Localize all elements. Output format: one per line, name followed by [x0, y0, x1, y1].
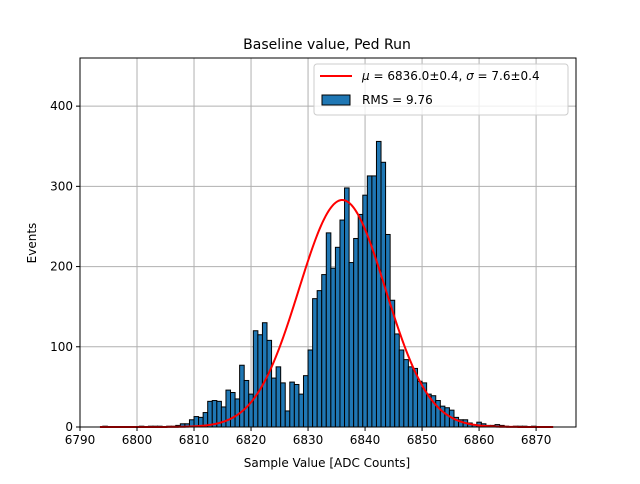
y-tick-label: 400 [50, 99, 73, 113]
histogram-bar [243, 379, 250, 428]
x-tick-label: 6810 [179, 433, 210, 447]
histogram-bar [375, 140, 382, 428]
histogram-bar [403, 359, 409, 428]
x-tick-label: 6850 [407, 433, 438, 447]
histogram-bar [334, 246, 341, 428]
histogram-bar [307, 349, 314, 428]
histogram-bar [239, 364, 245, 428]
histogram-bar [220, 406, 227, 428]
y-axis-label: Events [25, 223, 39, 264]
legend-histogram-swatch [321, 94, 351, 106]
y-tick-label: 0 [65, 420, 73, 434]
histogram-bar [280, 382, 286, 428]
histogram-bar [371, 175, 377, 428]
legend-sigma-value: = 7.6±0.4 [474, 69, 540, 83]
y-tick-label: 100 [50, 340, 73, 354]
histogram-bar [357, 213, 364, 428]
histogram-bar [316, 290, 323, 428]
histogram-bar [380, 161, 387, 428]
histogram-bar [257, 334, 263, 428]
histogram-bar [348, 262, 355, 428]
chart-title: Baseline value, Ped Run [243, 37, 411, 53]
x-tick-label: 6800 [122, 433, 153, 447]
histogram-bar [261, 322, 268, 428]
histogram-bar [394, 333, 400, 428]
legend-mu-symbol: μ [361, 69, 370, 83]
histogram-bar [407, 366, 414, 428]
x-tick-label: 6820 [236, 433, 267, 447]
x-tick-label: 6860 [464, 433, 495, 447]
histogram-bar [230, 392, 236, 428]
histogram-bar [252, 330, 259, 428]
y-axis-ticks: 0 100 200 300 400 [50, 99, 80, 434]
legend-histogram-label: RMS = 9.76 [362, 93, 433, 107]
histogram-bar [385, 233, 391, 428]
histogram-bar [339, 219, 346, 428]
x-axis-label: Sample Value [ADC Counts] [244, 456, 410, 470]
histogram-bar [321, 274, 327, 428]
plot-frame [79, 57, 577, 428]
histogram-bar [330, 267, 336, 428]
histogram-bar [312, 298, 318, 428]
x-tick-label: 6830 [293, 433, 324, 447]
y-tick-label: 200 [50, 260, 73, 274]
y-tick-label: 300 [50, 179, 73, 193]
legend-sigma-symbol: σ [466, 69, 474, 83]
histogram-bar [353, 237, 359, 428]
histogram-bar [302, 375, 309, 428]
histogram-bar [284, 410, 291, 428]
histogram-bar [366, 175, 373, 428]
legend-mu-value: = 6836.0±0.4, [370, 69, 466, 83]
histogram-bar [389, 299, 396, 428]
histogram-bar [289, 381, 295, 428]
x-tick-label: 6840 [350, 433, 381, 447]
x-tick-label: 6790 [65, 433, 96, 447]
histogram-bar [444, 407, 450, 428]
legend: μ = 6836.0±0.4, σ = 7.6±0.4 RMS = 9.76 [313, 63, 569, 116]
histogram-bar [207, 400, 213, 428]
x-tick-label: 6870 [521, 433, 552, 447]
x-axis-ticks: 6790 6800 6810 6820 6830 6840 6850 6860 6870 [65, 427, 552, 447]
legend-fit-label: μ = 6836.0±0.4, σ = 7.6±0.4 [361, 69, 540, 83]
histogram-bar [417, 380, 423, 428]
histogram-bar [271, 377, 277, 428]
histogram-bar [344, 187, 350, 428]
histogram-bar [266, 339, 273, 428]
histogram-bar [298, 393, 304, 428]
histogram-bar [325, 232, 332, 428]
histogram-bar [275, 366, 282, 428]
legend-box [313, 63, 569, 116]
histogram-bar [293, 383, 300, 428]
histogram-bar [398, 349, 405, 428]
